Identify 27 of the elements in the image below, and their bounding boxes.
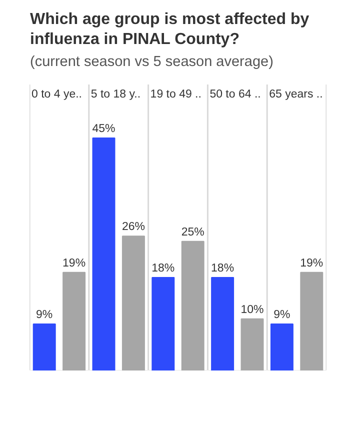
data-label: 18% [152, 262, 175, 274]
data-label: 19% [62, 257, 86, 270]
bar [240, 318, 264, 370]
bar [92, 137, 116, 370]
data-label: 18% [211, 262, 234, 274]
data-label: 9% [36, 308, 53, 321]
data-label: 19% [300, 257, 324, 270]
x-tick-label: 50 to 64 .. [210, 88, 261, 100]
chart-subtitle: (current season vs 5 season average) [30, 54, 274, 70]
bar [270, 323, 294, 370]
data-label: 10% [240, 304, 264, 316]
chart-title: Which age group is most affected by influenza in PINAL County? [30, 10, 310, 50]
bar [32, 323, 56, 370]
x-tick-label: 65 years .. [269, 88, 323, 100]
bar [300, 272, 324, 370]
x-tick-label: 19 to 49 .. [150, 88, 202, 100]
data-label: 45% [92, 122, 116, 135]
x-tick-label: 0 to 4 ye.. [32, 88, 82, 100]
data-label: 26% [122, 221, 145, 234]
bar [122, 236, 145, 370]
x-tick-label: 5 to 18 y.. [90, 88, 141, 100]
bar [152, 276, 175, 370]
bar [211, 276, 234, 370]
data-label: 9% [274, 308, 290, 321]
data-label: 25% [181, 226, 204, 238]
bar [181, 240, 204, 370]
bar [62, 272, 86, 370]
